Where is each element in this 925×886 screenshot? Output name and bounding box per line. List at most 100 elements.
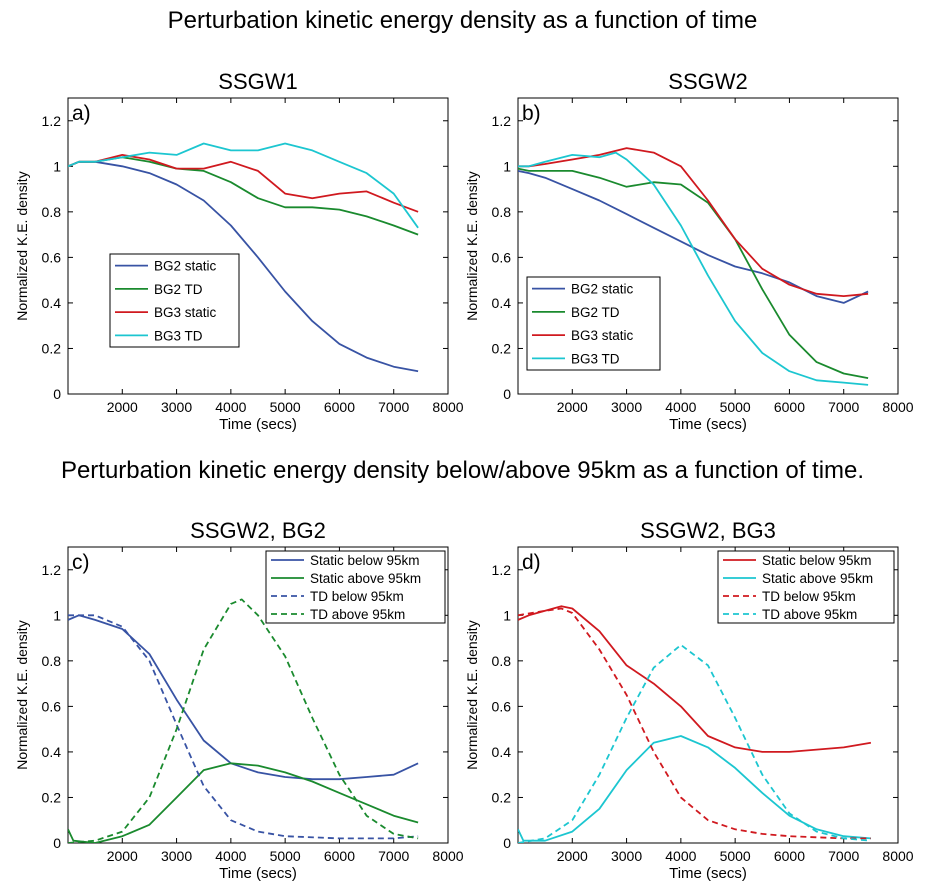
y-tick-label: 0.6 (492, 698, 512, 714)
chart-title: SSGW2, BG3 (640, 518, 776, 543)
chart-panel-1: SSGW1 2000 3000 4000 5000 6000 7000 8000 0 0.2 0.4… (14, 69, 464, 433)
legend-label: Static above 95km (310, 571, 421, 586)
y-tick-label: 1.2 (492, 113, 512, 129)
y-tick-label: 0.2 (492, 789, 512, 805)
y-tick-label: 0 (53, 835, 61, 851)
legend-label: BG3 TD (154, 328, 203, 343)
legend-label: Static below 95km (310, 553, 420, 568)
x-tick-label: 8000 (882, 848, 913, 864)
x-tick-label: 2000 (557, 399, 588, 415)
y-tick-label: 1 (503, 607, 511, 623)
x-tick-label: 4000 (215, 399, 246, 415)
chart-panel-4: SSGW2, BG3 2000 3000 4000 5000 6000 7000 8000 0 0… (464, 518, 914, 882)
y-tick-label: 0.8 (492, 653, 512, 669)
series-line-1 (518, 606, 871, 752)
x-tick-label: 4000 (215, 848, 246, 864)
series-line-3 (68, 615, 418, 838)
series-line-3 (518, 609, 871, 839)
y-tick-label: 0.4 (42, 744, 62, 760)
x-tick-label: 6000 (324, 848, 355, 864)
legend-label: Static above 95km (762, 571, 873, 586)
series-line-2 (68, 157, 418, 234)
legend: Static below 95km Static above 95km TD bel… (266, 551, 445, 623)
x-axis-label: Time (secs) (669, 865, 747, 882)
panel-label: d) (522, 551, 541, 574)
y-tick-label: 0.8 (42, 653, 62, 669)
x-axis-label: Time (secs) (219, 865, 297, 882)
x-tick-label: 2000 (107, 399, 138, 415)
legend-label: BG2 static (571, 282, 634, 297)
y-axis-label: Normalized K.E. density (14, 171, 30, 320)
legend-label: BG2 TD (154, 282, 203, 297)
legend: BG2 static BG2 TD BG3 static BG3 TD (527, 277, 660, 370)
x-tick-label: 3000 (611, 848, 642, 864)
x-tick-label: 5000 (270, 848, 301, 864)
y-tick-label: 0.6 (492, 249, 512, 265)
x-tick-label: 7000 (828, 848, 859, 864)
y-tick-label: 0.2 (42, 789, 62, 805)
series-line-3 (68, 155, 418, 212)
y-tick-label: 0 (503, 835, 511, 851)
series-line-4 (518, 645, 871, 843)
legend-label: BG3 static (154, 305, 217, 320)
legend-label: TD above 95km (762, 607, 857, 622)
x-tick-label: 5000 (720, 399, 751, 415)
series-line-2 (68, 763, 418, 843)
panel-label: b) (522, 102, 541, 125)
x-tick-label: 6000 (774, 848, 805, 864)
x-axis-label: Time (secs) (669, 416, 747, 433)
x-tick-label: 8000 (432, 399, 463, 415)
chart-title: SSGW2 (668, 69, 747, 94)
y-tick-label: 0.6 (42, 698, 62, 714)
y-tick-label: 1.2 (42, 113, 62, 129)
x-tick-label: 6000 (324, 399, 355, 415)
y-tick-label: 1 (53, 158, 61, 174)
y-tick-label: 1.2 (492, 562, 512, 578)
y-tick-label: 0 (53, 386, 61, 402)
y-tick-label: 0.4 (492, 744, 512, 760)
legend-label: BG2 TD (571, 305, 620, 320)
x-tick-label: 2000 (557, 848, 588, 864)
x-axis-label: Time (secs) (219, 416, 297, 433)
x-tick-label: 4000 (665, 399, 696, 415)
x-tick-label: 7000 (828, 399, 859, 415)
series-line-4 (68, 599, 418, 843)
y-tick-label: 0.4 (492, 295, 512, 311)
chart-panel-3: SSGW2, BG2 2000 3000 4000 5000 6000 7000 8000 0 0… (14, 518, 464, 882)
y-tick-label: 0.8 (492, 204, 512, 220)
panel-label: c) (72, 551, 90, 574)
x-tick-label: 8000 (882, 399, 913, 415)
legend: Static below 95km Static above 95km TD bel… (718, 551, 894, 623)
chart-title: SSGW2, BG2 (190, 518, 326, 543)
y-axis-label: Normalized K.E. density (464, 171, 480, 320)
y-tick-label: 0.4 (42, 295, 62, 311)
series-line-1 (68, 615, 418, 779)
x-tick-label: 7000 (378, 399, 409, 415)
y-tick-label: 0.2 (492, 340, 512, 356)
chart-title: SSGW1 (218, 69, 297, 94)
y-tick-label: 0.8 (42, 204, 62, 220)
x-tick-label: 2000 (107, 848, 138, 864)
y-axis-label: Normalized K.E. density (464, 620, 480, 769)
legend-label: Static below 95km (762, 553, 872, 568)
legend-label: TD below 95km (762, 589, 856, 604)
panel-label: a) (72, 102, 91, 125)
x-tick-label: 5000 (270, 399, 301, 415)
plot-frame (68, 98, 448, 394)
y-tick-label: 1.2 (42, 562, 62, 578)
legend-label: BG3 static (571, 328, 634, 343)
x-tick-label: 3000 (161, 399, 192, 415)
series-line-2 (518, 736, 871, 841)
x-tick-label: 3000 (611, 399, 642, 415)
legend: BG2 static BG2 TD BG3 static BG3 TD (110, 254, 239, 347)
y-tick-label: 1 (53, 607, 61, 623)
y-tick-label: 0 (503, 386, 511, 402)
legend-label: BG3 TD (571, 351, 620, 366)
x-tick-label: 3000 (161, 848, 192, 864)
x-tick-label: 8000 (432, 848, 463, 864)
x-tick-label: 4000 (665, 848, 696, 864)
chart-panel-2: SSGW2 2000 3000 4000 5000 6000 7000 8000 0 0.2 0.4… (464, 69, 914, 433)
y-tick-label: 0.6 (42, 249, 62, 265)
x-tick-label: 6000 (774, 399, 805, 415)
